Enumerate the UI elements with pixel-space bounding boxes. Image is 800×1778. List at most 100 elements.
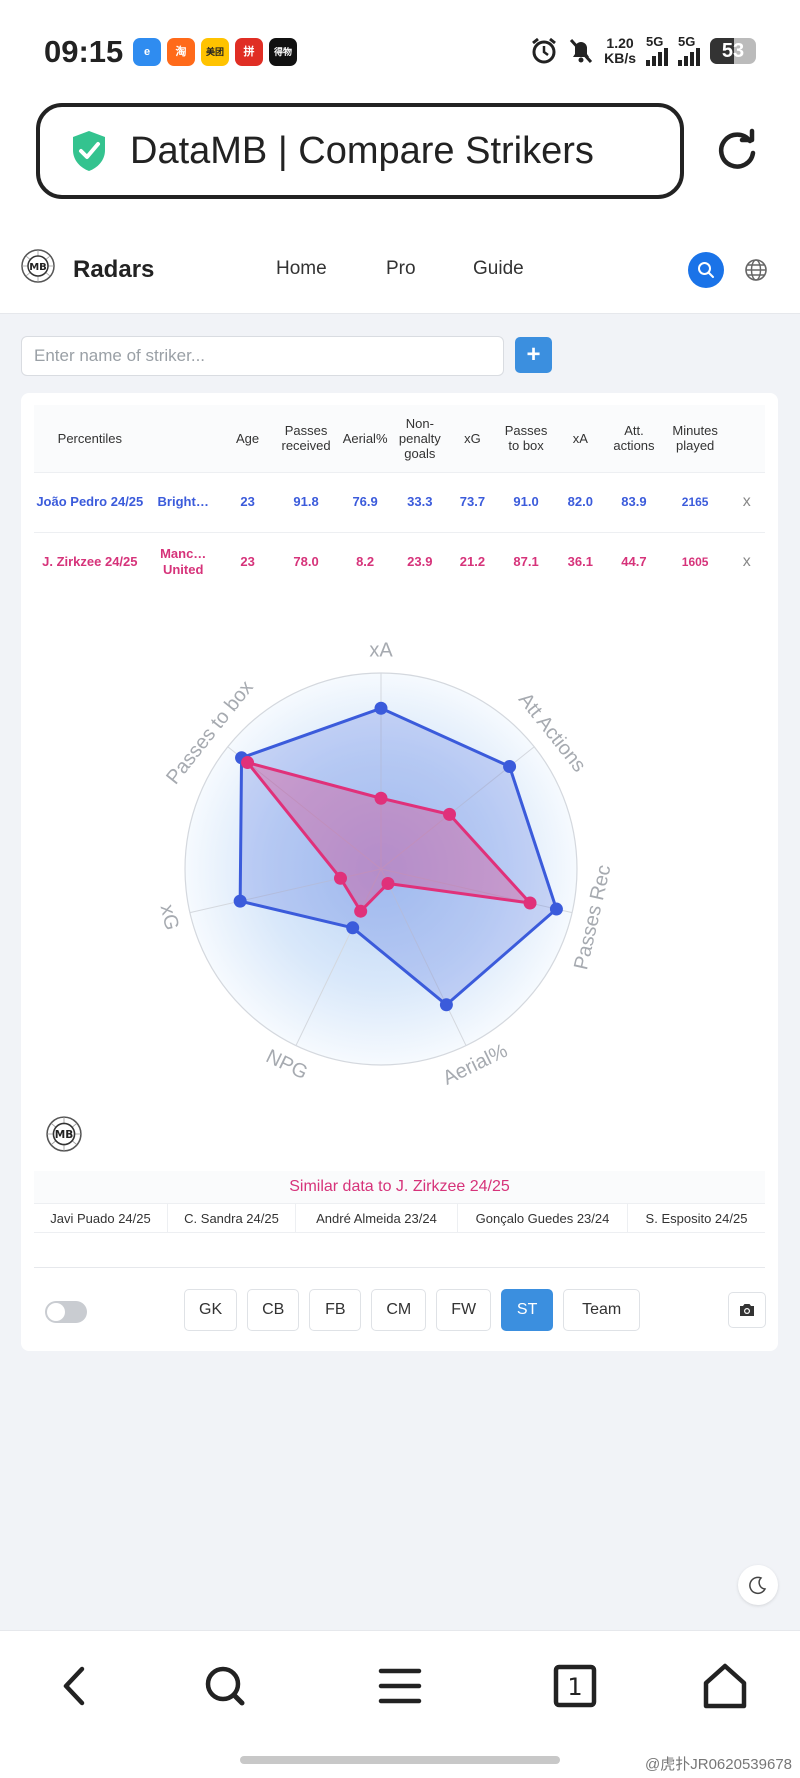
globe-icon[interactable] [744, 258, 768, 282]
position-team-button[interactable]: Team [563, 1289, 641, 1331]
back-icon[interactable] [50, 1661, 100, 1711]
col-header: xA [554, 405, 607, 472]
cell-passes-received: 91.8 [274, 471, 338, 532]
remove-player-button[interactable]: x [728, 471, 765, 532]
nav-links: Home Pro Guide [276, 258, 524, 280]
nav-guide[interactable]: Guide [473, 258, 524, 279]
radar-axis-label: xA [369, 639, 393, 661]
radar-point [233, 894, 247, 908]
position-cm-button[interactable]: CM [371, 1289, 427, 1331]
app-icon-eleme: e [133, 38, 161, 66]
position-fb-button[interactable]: FB [309, 1289, 362, 1331]
cell-att-actions: 83.9 [606, 471, 662, 532]
radar-point [333, 871, 347, 885]
radar-point [439, 998, 453, 1012]
similar-players: Similar data to J. Zirkzee 24/25 Javi Pu… [34, 1171, 765, 1233]
url-title: DataMB | Compare Strikers [130, 129, 594, 172]
col-header [728, 405, 765, 472]
cell-passes-to-box: 91.0 [497, 471, 555, 532]
cell-aerial: 76.9 [337, 471, 393, 532]
position-st-button[interactable]: ST [501, 1289, 554, 1331]
col-header: xG [447, 405, 498, 472]
shield-check-icon [73, 131, 105, 171]
datamb-logo-icon[interactable]: MB [20, 248, 56, 284]
remove-player-button[interactable]: x [728, 531, 765, 592]
signal-1: 5G [646, 35, 668, 66]
app-icon-dewu: 得物 [269, 38, 297, 66]
watermark-text: @虎扑JR0620539678 [645, 1756, 792, 1773]
striker-search-input[interactable] [21, 336, 504, 376]
search-icon[interactable] [200, 1661, 250, 1711]
radar-point [381, 876, 395, 890]
radar-point [549, 902, 563, 916]
player-team: Manc… United [145, 531, 221, 592]
mode-toggle[interactable] [45, 1301, 87, 1323]
table-row[interactable]: J. Zirkzee 24/25 Manc… United 23 78.0 8.… [34, 531, 765, 592]
position-fw-button[interactable]: FW [436, 1289, 492, 1331]
cell-xa: 36.1 [554, 531, 607, 592]
network-speed: 1.20 KB/s [604, 36, 636, 66]
radar-point [442, 807, 456, 821]
similar-item[interactable]: Gonçalo Guedes 23/24 [458, 1204, 628, 1232]
status-bar: 09:15 e 淘 美团 拼 得物 1.20 KB/s 5G 5G 53 [0, 0, 800, 100]
player-name[interactable]: João Pedro 24/25 [34, 471, 146, 532]
svg-text:1: 1 [567, 1673, 582, 1701]
position-gk-button[interactable]: GK [184, 1289, 238, 1331]
similar-item[interactable]: C. Sandra 24/25 [168, 1204, 296, 1232]
radar-point [346, 921, 360, 935]
camera-icon [740, 1304, 754, 1316]
radar-point [374, 701, 388, 715]
cell-age: 23 [220, 531, 275, 592]
alarm-icon [532, 37, 557, 64]
app-icon-pinduoduo: 拼 [235, 38, 263, 66]
similar-item[interactable]: S. Esposito 24/25 [645, 1210, 748, 1226]
cell-xg: 21.2 [447, 531, 498, 592]
menu-icon[interactable] [375, 1661, 425, 1711]
similar-title: Similar data to J. Zirkzee 24/25 [34, 1171, 765, 1203]
brand-title[interactable]: Radars [73, 256, 155, 283]
site-navbar: MB Radars Home Pro Guide [0, 230, 800, 314]
dark-mode-button[interactable] [738, 1565, 778, 1605]
col-header: Percentiles [34, 405, 146, 472]
position-cb-button[interactable]: CB [247, 1289, 300, 1331]
col-header [145, 405, 221, 472]
cell-npg: 33.3 [392, 471, 448, 532]
moon-icon [749, 1576, 767, 1595]
nav-home[interactable]: Home [276, 258, 327, 279]
screenshot-button[interactable] [728, 1292, 766, 1328]
nav-pro[interactable]: Pro [386, 258, 416, 279]
search-button[interactable] [688, 252, 724, 288]
cell-aerial: 8.2 [337, 531, 393, 592]
tabs-icon[interactable]: 1 [550, 1661, 600, 1711]
similar-item[interactable]: Javi Puado 24/25 [34, 1204, 168, 1232]
app-icon-taobao: 淘 [167, 38, 195, 66]
reload-icon[interactable] [714, 128, 760, 174]
radar-point [523, 896, 537, 910]
table-row[interactable]: João Pedro 24/25 Bright… 23 91.8 76.9 33… [34, 471, 765, 532]
col-header: Non-penalty goals [392, 405, 448, 472]
radar-spoke [227, 746, 382, 870]
datamb-watermark-logo-icon: MB [46, 1116, 82, 1152]
add-striker-button[interactable]: + [515, 337, 552, 373]
home-indicator [240, 1756, 560, 1764]
url-bar[interactable]: DataMB | Compare Strikers [36, 103, 684, 199]
browser-bottom-bar: 1 @虎扑JR0620539678 [0, 1630, 800, 1778]
cell-minutes: 2165 [661, 471, 729, 532]
app-icon-meituan: 美团 [201, 38, 229, 66]
cell-xg: 73.7 [447, 471, 498, 532]
signal-bars-icon [678, 48, 700, 66]
signal-2: 5G [678, 34, 700, 66]
svg-text:MB: MB [29, 262, 47, 273]
col-header: Att. actions [606, 405, 662, 472]
similar-item[interactable]: André Almeida 23/24 [296, 1204, 458, 1232]
browser-url-area: DataMB | Compare Strikers [0, 100, 800, 230]
signal-2-label: 5G [678, 34, 696, 49]
cell-xa: 82.0 [554, 471, 607, 532]
cell-age: 23 [220, 471, 275, 532]
similar-list: Javi Puado 24/25 C. Sandra 24/25 André A… [34, 1203, 765, 1233]
home-icon[interactable] [700, 1661, 750, 1711]
col-header: Aerial% [337, 405, 393, 472]
col-header: Passes received [274, 405, 338, 472]
player-name[interactable]: J. Zirkzee 24/25 [34, 531, 146, 592]
